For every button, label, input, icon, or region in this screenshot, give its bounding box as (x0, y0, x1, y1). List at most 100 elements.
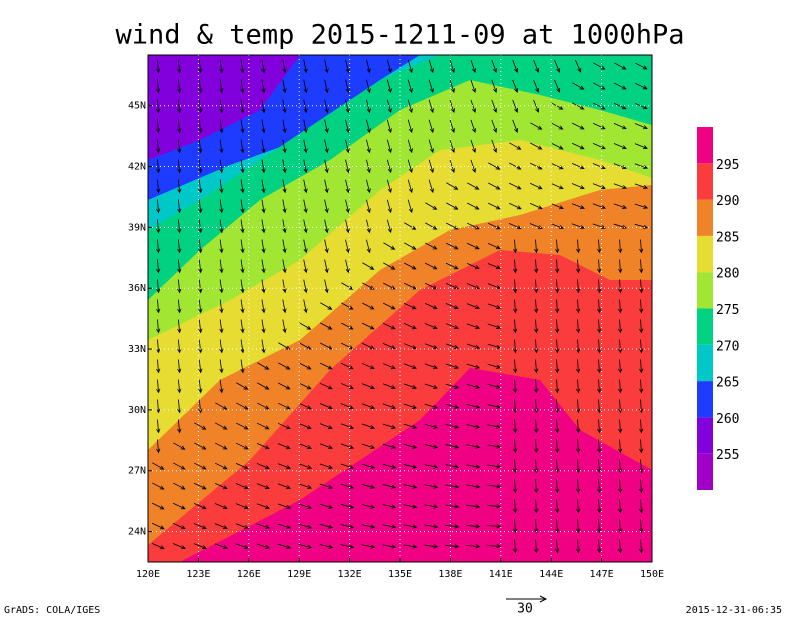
wind-arrow (424, 323, 438, 330)
wind-arrow (445, 424, 460, 429)
wind-arrow (576, 539, 581, 554)
wind-arrow (277, 523, 292, 529)
wind-arrow (361, 504, 376, 509)
wind-arrow (219, 359, 224, 374)
wind-arrow (424, 343, 438, 350)
wind-arrow (361, 403, 375, 410)
wind-arrow (634, 183, 649, 189)
wind-arrow (382, 403, 397, 409)
wind-arrow (319, 423, 333, 430)
wind-arrow (152, 502, 165, 510)
wind-arrow (345, 239, 350, 254)
wind-arrow (634, 163, 648, 170)
wind-arrow (282, 219, 287, 234)
colorbar-segment (697, 453, 713, 490)
wind-arrow (366, 119, 371, 134)
wind-arrow (576, 379, 581, 394)
wind-arrow (513, 479, 518, 494)
wind-arrow (534, 299, 539, 314)
wind-arrow (534, 259, 539, 274)
wind-arrow (386, 119, 392, 134)
wind-arrow (219, 239, 224, 254)
wind-arrow (487, 202, 501, 210)
wind-arrow (576, 479, 581, 494)
wind-arrow (345, 59, 350, 74)
wind-arrow (282, 179, 287, 194)
wind-arrow (618, 419, 623, 434)
wind-arrow (513, 459, 518, 474)
wind-arrow (156, 419, 161, 434)
wind-arrow (618, 499, 623, 514)
wind-arrow (386, 179, 392, 194)
wind-arrow (386, 139, 392, 154)
wind-arrow (303, 259, 308, 274)
wind-arrow (219, 319, 224, 334)
wind-arrow (555, 519, 560, 534)
wind-arrow (534, 239, 539, 254)
wind-arrow (361, 423, 376, 429)
wind-arrow (177, 419, 182, 434)
wind-arrow (177, 319, 182, 334)
wind-arrow (466, 504, 481, 509)
wind-arrow (618, 379, 623, 394)
wind-arrow (345, 159, 350, 174)
wind-arrow (467, 182, 480, 190)
wind-arrow (345, 199, 350, 214)
wind-arrow (383, 262, 396, 270)
wind-arrow (404, 242, 417, 250)
wind-arrow (256, 463, 270, 470)
wind-arrow (618, 479, 623, 494)
wind-arrow (614, 62, 627, 70)
wind-arrow (278, 362, 291, 370)
wind-arrow (345, 259, 350, 274)
reference-vector-label: 30 (517, 602, 533, 617)
wind-arrow (341, 302, 354, 310)
wind-arrow (198, 299, 203, 314)
wind-arrow (639, 539, 644, 554)
wind-arrow (513, 359, 518, 374)
wind-arrow (261, 299, 266, 314)
wind-arrow (152, 482, 165, 490)
wind-arrow (198, 159, 203, 174)
colorbar-label: 255 (716, 448, 739, 463)
wind-arrow (555, 419, 560, 434)
wind-arrow (424, 524, 439, 529)
wind-arrow (198, 59, 203, 74)
wind-arrow (382, 383, 396, 390)
wind-arrow (491, 99, 498, 113)
wind-arrow (257, 362, 270, 370)
wind-arrow (634, 82, 648, 90)
wind-arrow (403, 504, 418, 509)
wind-arrow (487, 504, 502, 509)
lon-tick-label: 132E (338, 569, 362, 580)
lon-tick-label: 135E (388, 569, 412, 580)
wind-arrow (198, 339, 203, 354)
wind-arrow (597, 419, 602, 434)
wind-arrow (639, 519, 644, 534)
wind-arrow (319, 523, 334, 529)
wind-arrow (597, 259, 602, 274)
wind-arrow (198, 239, 203, 254)
wind-arrow (278, 382, 291, 390)
wind-arrow (576, 499, 581, 514)
wind-arrow (403, 544, 418, 549)
wind-arrow (340, 503, 355, 509)
wind-arrow (618, 259, 623, 274)
wind-arrow (235, 483, 249, 490)
wind-arrow (177, 199, 182, 214)
wind-arrow (198, 179, 203, 194)
wind-arrow (618, 539, 623, 554)
wind-arrow (550, 162, 564, 170)
wind-arrow (470, 159, 476, 174)
wind-arrow (470, 79, 476, 94)
wind-arrow (361, 363, 375, 370)
title: wind & temp 2015-1211-09 at 1000hPa (116, 20, 685, 51)
map-frame (147, 54, 653, 563)
wind-arrow (529, 203, 543, 210)
wind-arrow (428, 119, 434, 134)
lat-tick-label: 27N (128, 466, 146, 477)
wind-arrow (597, 299, 602, 314)
wind-arrow (407, 159, 413, 174)
wind-arrow (194, 442, 207, 450)
